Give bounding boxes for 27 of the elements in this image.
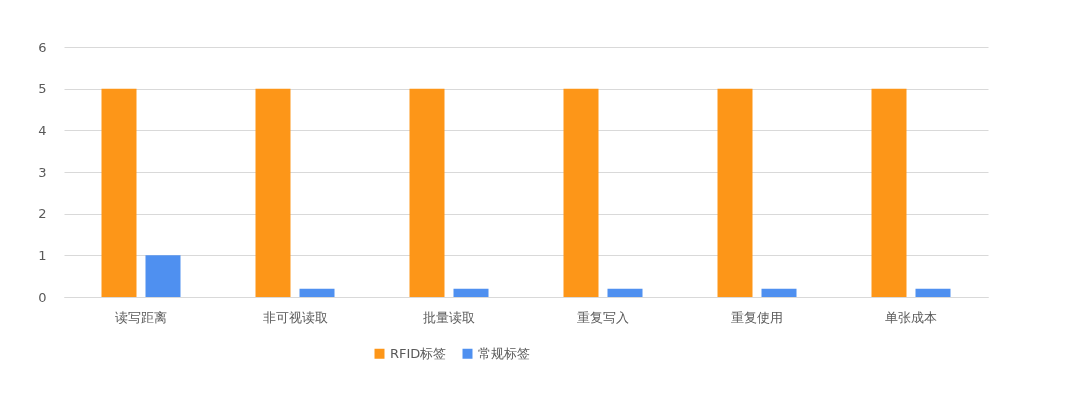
x-tick-label: 读写距离	[115, 309, 167, 325]
bar	[717, 88, 753, 297]
x-tick-label: 批量读取	[423, 309, 475, 325]
bar	[145, 255, 181, 297]
bar	[453, 288, 489, 297]
legend-label: RFID标签	[390, 345, 447, 361]
bar	[255, 88, 291, 297]
y-tick-label: 3	[38, 164, 47, 180]
bar	[607, 288, 643, 297]
bar	[409, 88, 445, 297]
bar	[299, 288, 335, 297]
bar	[101, 88, 137, 297]
x-tick-label: 单张成本	[885, 309, 937, 325]
x-tick-label: 重复使用	[731, 309, 783, 325]
bar	[915, 288, 951, 297]
bar	[761, 288, 797, 297]
y-tick-label: 6	[38, 39, 47, 55]
x-tick-label: 重复写入	[577, 309, 629, 325]
y-tick-label: 1	[38, 247, 47, 263]
y-tick-label: 2	[38, 206, 47, 222]
legend-label: 常规标签	[478, 345, 530, 361]
y-tick-label: 0	[38, 289, 47, 305]
y-tick-label: 4	[38, 122, 47, 138]
bar	[871, 88, 907, 297]
y-tick-label: 5	[38, 81, 47, 97]
x-tick-label: 非可视读取	[262, 309, 328, 325]
bar	[563, 88, 599, 297]
